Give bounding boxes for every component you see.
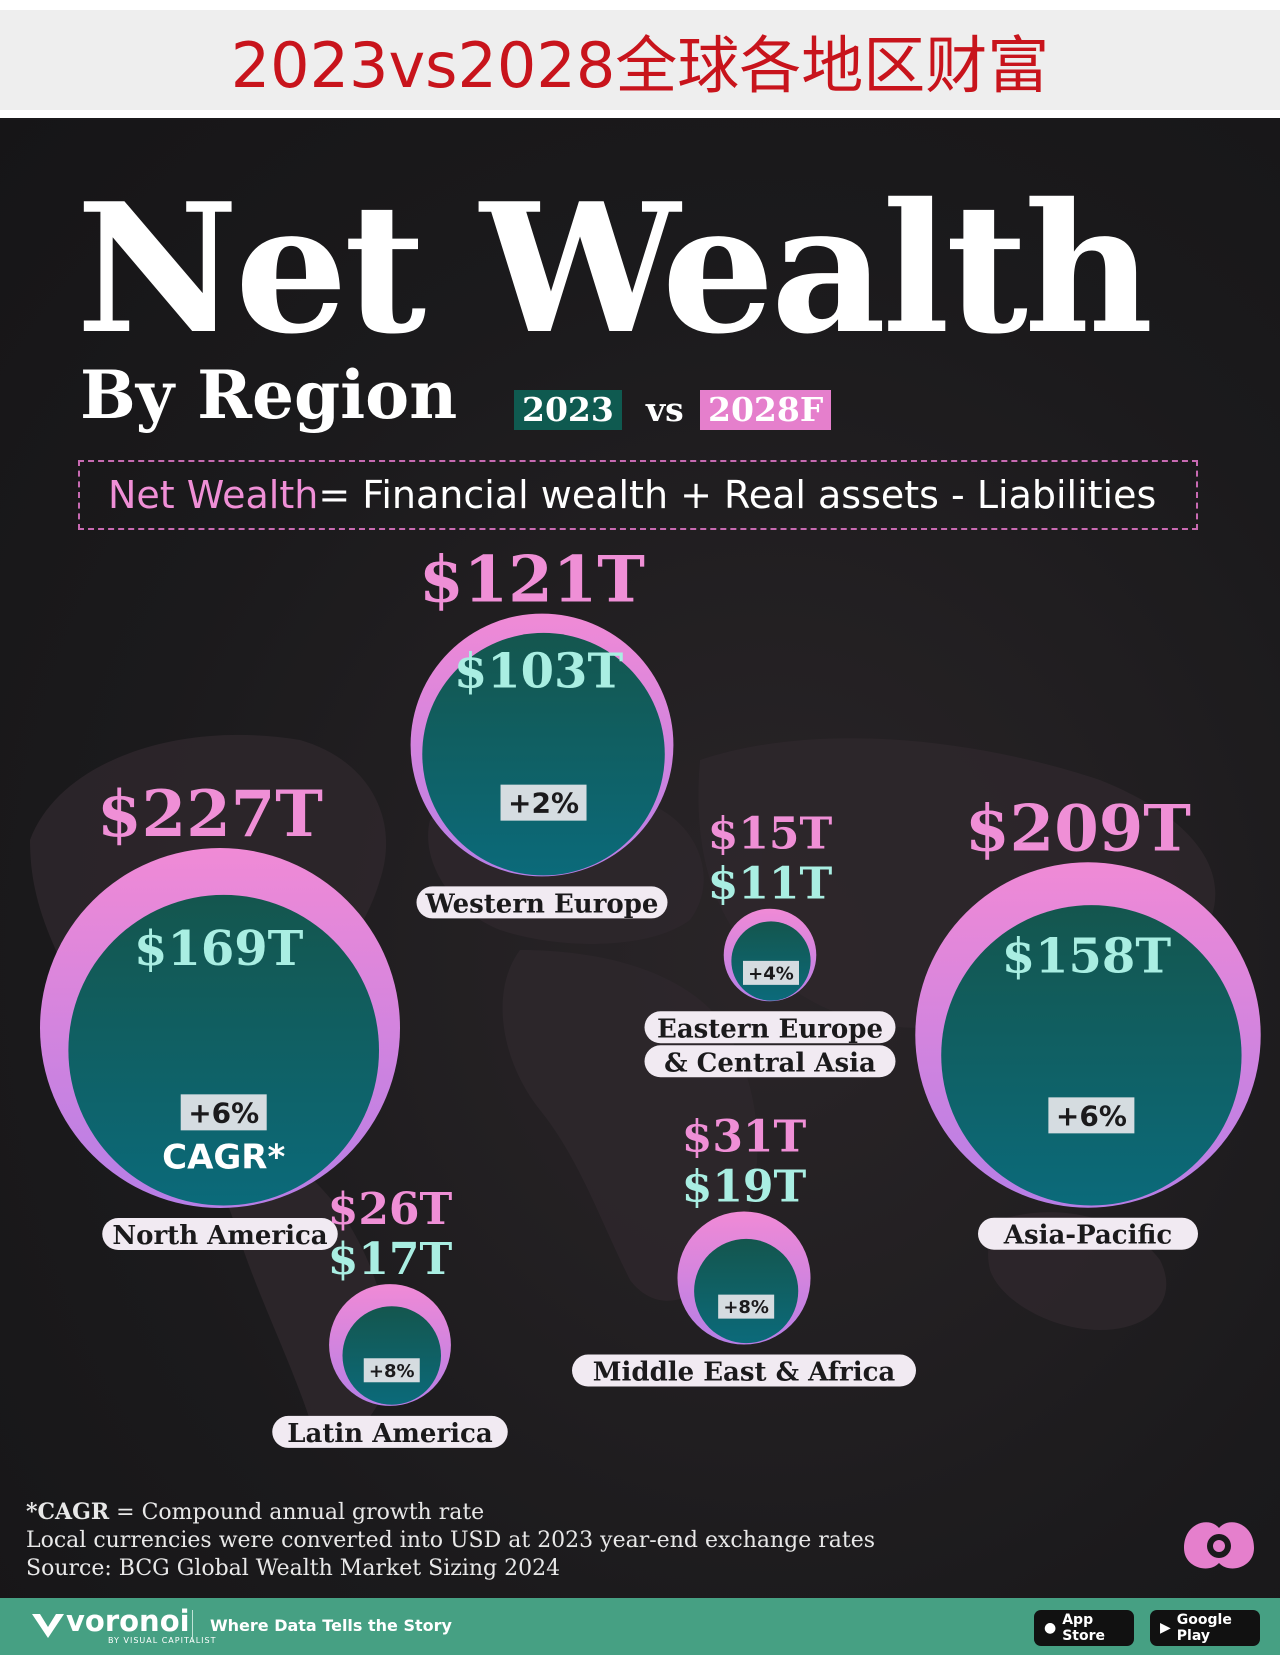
cagr-badge-latin-america: +8% bbox=[369, 1361, 415, 1382]
label-2023-asia-pacific: $158T bbox=[1002, 929, 1172, 985]
cagr-badge-north-america: +6% bbox=[188, 1096, 259, 1129]
bubble-2023-latin-america bbox=[342, 1306, 442, 1405]
footnotes: *CAGR = Compound annual growth rate Loca… bbox=[26, 1498, 875, 1583]
cagr-badge-bg-middle-east-africa bbox=[718, 1294, 775, 1319]
footnote-currency: Local currencies were converted into USD… bbox=[26, 1528, 876, 1553]
region-pill-bg-north-america-0 bbox=[102, 1218, 338, 1250]
apple-icon: ● bbox=[1044, 1620, 1057, 1636]
cagr-badge-eastern-europe-central-asia: +4% bbox=[748, 963, 794, 984]
label-2023-latin-america: $17T bbox=[328, 1234, 453, 1285]
bubble-2023-middle-east-africa bbox=[694, 1238, 799, 1344]
cagr-badge-bg-eastern-europe-central-asia bbox=[742, 960, 799, 985]
region-name-north-america: North America bbox=[112, 1221, 327, 1251]
legend-badge-2028: 2028F bbox=[700, 390, 832, 430]
region-north-america: $227T $169T +6% CAGR* North America bbox=[40, 777, 400, 1251]
cagr-badge-bg-western-europe bbox=[500, 784, 587, 821]
bubble-2023-asia-pacific bbox=[941, 905, 1242, 1206]
bubble-2023-north-america bbox=[68, 894, 380, 1206]
region-name-asia-pacific: Asia-Pacific bbox=[1003, 1221, 1172, 1251]
label-2023-middle-east-africa: $19T bbox=[682, 1161, 807, 1212]
region-name-eastern-europe-central-asia: Eastern Europe bbox=[657, 1014, 883, 1044]
cagr-badge-western-europe: +2% bbox=[508, 787, 579, 820]
footer-divider bbox=[192, 1610, 193, 1642]
footer-bar: voronoi BY VISUAL CAPITALIST Where Data … bbox=[0, 1598, 1280, 1655]
region-pill-bg-middle-east-africa-0 bbox=[572, 1354, 916, 1387]
region-pill-bg-asia-pacific-0 bbox=[978, 1217, 1198, 1250]
label-2023-western-europe: $103T bbox=[454, 643, 624, 699]
region-pill-bg-latin-america-0 bbox=[272, 1415, 508, 1448]
voronoi-logo-icon bbox=[32, 1613, 64, 1638]
footnote-cagr: *CAGR = Compound annual growth rate bbox=[26, 1499, 485, 1525]
main-title: Net Wealth bbox=[76, 164, 1153, 373]
formula-rest: = Financial wealth + Real assets - Liabi… bbox=[318, 473, 1157, 517]
banner-title: 2023vs2028全球各地区财富 bbox=[230, 29, 1050, 102]
label-2028-latin-america: $26T bbox=[328, 1184, 453, 1235]
top-banner-inner: 2023vs2028全球各地区财富 bbox=[0, 10, 1280, 110]
cagr-badge-bg-asia-pacific bbox=[1048, 1097, 1135, 1134]
region-pill-bg-eastern-europe-central-asia-1 bbox=[644, 1045, 896, 1078]
label-2028-north-america: $227T bbox=[97, 777, 323, 852]
formula-box: Net Wealth = Financial wealth + Real ass… bbox=[78, 460, 1198, 530]
legend-badge-2023: 2023 bbox=[514, 390, 622, 430]
cagr-badge-asia-pacific: +6% bbox=[1056, 1099, 1127, 1132]
region-pill-bg-eastern-europe-central-asia-0 bbox=[644, 1011, 896, 1044]
label-2023-eastern-europe-central-asia: $11T bbox=[708, 859, 833, 910]
label-2028-middle-east-africa: $31T bbox=[682, 1111, 807, 1162]
region-asia-pacific: $209T $158T +6% Asia-Pacific bbox=[915, 791, 1261, 1251]
cagr-badge-bg-north-america bbox=[180, 1094, 267, 1131]
voronoi-byline: BY VISUAL CAPITALIST bbox=[108, 1636, 217, 1645]
region-name-eastern-europe-central-asia-line2: & Central Asia bbox=[664, 1048, 876, 1078]
voronoi-mascot-icon bbox=[1184, 1522, 1254, 1569]
play-icon: ▶ bbox=[1160, 1620, 1171, 1636]
legend-vs: vs bbox=[646, 390, 684, 429]
footnote-source: Source: BCG Global Wealth Market Sizing … bbox=[26, 1556, 561, 1581]
cagr-badge-bg-latin-america bbox=[363, 1358, 420, 1383]
infographic-poster: Net Wealth By Region 2023 vs 2028F Net W… bbox=[0, 120, 1280, 1655]
bubble-chart: $227T $169T +6% CAGR* North America $121T $103… bbox=[40, 543, 1261, 1449]
label-2028-asia-pacific: $209T bbox=[965, 791, 1191, 866]
label-2028-western-europe: $121T bbox=[419, 543, 645, 618]
google-play-button[interactable]: ▶ Google Play bbox=[1150, 1610, 1260, 1646]
subtitle: By Region bbox=[80, 356, 458, 434]
label-2028-eastern-europe-central-asia: $15T bbox=[708, 809, 833, 860]
cagr-note: CAGR* bbox=[162, 1137, 285, 1177]
region-pill-bg-western-europe-0 bbox=[416, 886, 668, 919]
region-middle-east-africa: $31T$19T +8% Middle East & Africa bbox=[572, 1111, 916, 1388]
app-store-button[interactable]: ● App Store bbox=[1034, 1610, 1134, 1646]
voronoi-logo[interactable]: voronoi BY VISUAL CAPITALIST bbox=[30, 1606, 216, 1645]
footer-tagline: Where Data Tells the Story bbox=[210, 1616, 452, 1635]
region-name-western-europe: Western Europe bbox=[425, 889, 659, 919]
formula-term: Net Wealth bbox=[108, 473, 319, 517]
bubble-2023-western-europe bbox=[422, 632, 665, 876]
label-2023-north-america: $169T bbox=[134, 921, 304, 977]
voronoi-wordmark: voronoi bbox=[66, 1604, 190, 1638]
region-name-latin-america: Latin America bbox=[287, 1419, 493, 1449]
region-western-europe: $121T $103T +2% Western Europe bbox=[410, 543, 674, 919]
region-eastern-europe-central-asia: $15T$11T +4% Eastern Europe & Central Asia bbox=[644, 809, 896, 1078]
region-latin-america: $26T$17T +8% Latin America bbox=[272, 1184, 508, 1449]
region-name-middle-east-africa: Middle East & Africa bbox=[593, 1358, 896, 1388]
top-banner: 2023vs2028全球各地区财富 bbox=[0, 0, 1280, 118]
cagr-badge-middle-east-africa: +8% bbox=[723, 1297, 769, 1318]
